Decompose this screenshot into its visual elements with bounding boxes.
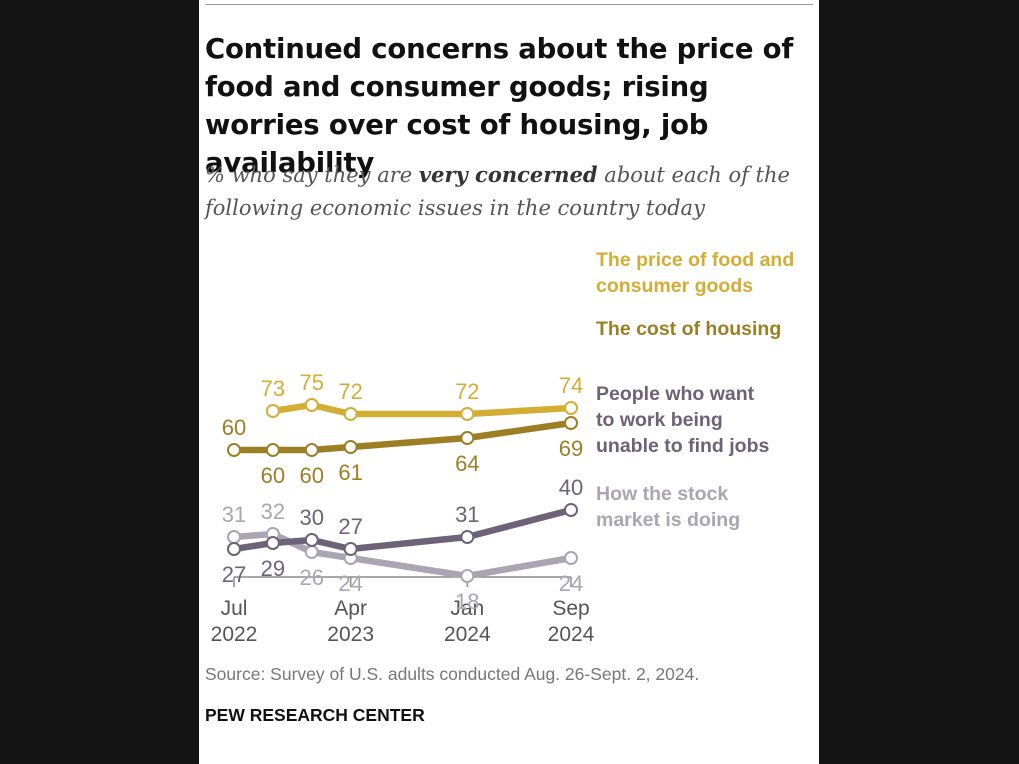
chart-title: Continued concerns about the price of fo… xyxy=(205,33,794,179)
data-point-how-the-stock-market-is-doing-2024-09 xyxy=(564,551,578,565)
data-label-how-the-stock-market-is-doing-2023-01: 26 xyxy=(300,565,324,590)
x-tick-label-2022-07: Jul xyxy=(221,597,248,620)
top-rule xyxy=(205,4,813,5)
chart-card: Continued concerns about the price of fo… xyxy=(199,0,819,764)
series-label-line-people-who-want-to-work-being-unable-to-find-jobs-1: to work being xyxy=(596,409,723,431)
data-label-the-price-of-food-and-consumer-goods-2022-10: 73 xyxy=(261,376,285,401)
data-label-people-who-want-to-work-being-unable-to-find-jobs-2022-07: 27 xyxy=(222,562,246,587)
line-chart: Jul 2022 Apr 2023 Jan 2024 Sep 2024 31 32 26 24 18 24… xyxy=(211,249,795,646)
subtitle-emphasis: very concerned xyxy=(418,162,598,187)
data-label-how-the-stock-market-is-doing-2024-09: 24 xyxy=(559,571,583,596)
series-label-line-the-price-of-food-and-consumer-goods-1: consumer goods xyxy=(596,275,753,297)
series-line-the-cost-of-housing xyxy=(230,419,575,454)
data-point-the-price-of-food-and-consumer-goods-2024-01 xyxy=(460,407,475,421)
data-label-how-the-stock-market-is-doing-2024-01: 18 xyxy=(455,589,479,614)
data-label-people-who-want-to-work-being-unable-to-find-jobs-2024-01: 31 xyxy=(455,502,479,527)
data-point-the-cost-of-housing-2024-01 xyxy=(460,431,475,445)
data-point-the-cost-of-housing-2022-07 xyxy=(227,443,241,457)
data-point-the-price-of-food-and-consumer-goods-2022-10 xyxy=(265,404,280,418)
data-label-people-who-want-to-work-being-unable-to-find-jobs-2023-01: 30 xyxy=(300,505,324,530)
data-label-the-cost-of-housing-2023-04: 61 xyxy=(338,460,362,485)
data-label-people-who-want-to-work-being-unable-to-find-jobs-2022-10: 29 xyxy=(261,556,285,581)
data-point-the-cost-of-housing-2022-10 xyxy=(265,443,280,457)
series-label-how-the-stock-market-is-doing: How the stock market is doing xyxy=(596,483,740,531)
data-label-people-who-want-to-work-being-unable-to-find-jobs-2024-09: 40 xyxy=(559,475,583,500)
data-label-the-price-of-food-and-consumer-goods-2023-01: 75 xyxy=(300,370,324,395)
series-label-line-the-price-of-food-and-consumer-goods-0: The price of food and xyxy=(596,249,794,271)
data-point-how-the-stock-market-is-doing-2022-07 xyxy=(227,530,241,544)
x-tick-label-year-2023-04: 2023 xyxy=(327,623,374,646)
data-point-people-who-want-to-work-being-unable-to-find-jobs-2023-01 xyxy=(304,533,319,547)
data-point-the-cost-of-housing-2023-04 xyxy=(343,440,358,454)
data-label-the-price-of-food-and-consumer-goods-2024-09: 74 xyxy=(559,373,583,398)
series-label-line-people-who-want-to-work-being-unable-to-find-jobs-0: People who want xyxy=(596,383,755,405)
data-point-people-who-want-to-work-being-unable-to-find-jobs-2024-09 xyxy=(564,503,578,517)
data-point-the-price-of-food-and-consumer-goods-2023-04 xyxy=(343,407,358,421)
series-label-line-people-who-want-to-work-being-unable-to-find-jobs-2: unable to find jobs xyxy=(596,435,769,457)
data-label-how-the-stock-market-is-doing-2023-04: 24 xyxy=(338,571,362,596)
data-label-the-cost-of-housing-2022-07: 60 xyxy=(222,415,246,440)
data-point-people-who-want-to-work-being-unable-to-find-jobs-2022-07 xyxy=(227,542,241,556)
data-point-the-cost-of-housing-2024-09 xyxy=(564,416,578,430)
x-tick-label-2024-09: Sep xyxy=(552,597,589,620)
data-label-the-price-of-food-and-consumer-goods-2023-04: 72 xyxy=(338,379,362,404)
data-label-the-cost-of-housing-2022-10: 60 xyxy=(261,463,285,488)
series-label-line-the-cost-of-housing-0: The cost of housing xyxy=(596,318,781,340)
data-point-people-who-want-to-work-being-unable-to-find-jobs-2022-10 xyxy=(265,536,280,550)
data-label-the-cost-of-housing-2024-01: 64 xyxy=(455,451,479,476)
data-point-how-the-stock-market-is-doing-2024-01 xyxy=(460,569,475,583)
data-point-how-the-stock-market-is-doing-2023-01 xyxy=(304,545,319,559)
x-tick-label-2023-04: Apr xyxy=(334,597,367,620)
series-label-the-price-of-food-and-consumer-goods: The price of food and consumer goods xyxy=(596,249,794,297)
data-label-people-who-want-to-work-being-unable-to-find-jobs-2023-04: 27 xyxy=(338,514,362,539)
data-label-the-price-of-food-and-consumer-goods-2024-01: 72 xyxy=(455,379,479,404)
data-point-people-who-want-to-work-being-unable-to-find-jobs-2024-01 xyxy=(460,530,475,544)
series-label-line-how-the-stock-market-is-doing-1: market is doing xyxy=(596,509,740,531)
subtitle-prefix: % who say they are xyxy=(205,163,419,187)
data-point-the-price-of-food-and-consumer-goods-2024-09 xyxy=(564,401,578,415)
data-point-people-who-want-to-work-being-unable-to-find-jobs-2023-04 xyxy=(343,542,358,556)
data-label-how-the-stock-market-is-doing-2022-10: 32 xyxy=(261,499,285,524)
data-point-the-price-of-food-and-consumer-goods-2023-01 xyxy=(304,398,319,412)
x-tick-label-year-2024-09: 2024 xyxy=(548,623,595,646)
source-note: Source: Survey of U.S. adults conducted … xyxy=(205,664,700,684)
subtitle-suffix: about each of the following economic iss… xyxy=(205,163,790,220)
x-tick-label-year-2024-01: 2024 xyxy=(444,623,491,646)
x-tick-label-year-2022-07: 2022 xyxy=(211,623,258,646)
chart-subtitle: % who say they are very concerned about … xyxy=(205,158,815,225)
data-label-the-cost-of-housing-2024-09: 69 xyxy=(559,436,583,461)
series-label-the-cost-of-housing: The cost of housing xyxy=(596,318,781,340)
data-point-the-cost-of-housing-2023-01 xyxy=(304,443,319,457)
x-tick-label-2024-01: Jan xyxy=(450,597,484,620)
data-label-how-the-stock-market-is-doing-2022-07: 31 xyxy=(222,502,246,527)
series-label-people-who-want-to-work-being-unable-to-find-jobs: People who want to work being unable to fi… xyxy=(596,383,769,457)
brand-logo-text: PEW RESEARCH CENTER xyxy=(205,705,425,725)
data-label-the-cost-of-housing-2023-01: 60 xyxy=(300,463,324,488)
series-label-line-how-the-stock-market-is-doing-0: How the stock xyxy=(596,483,728,505)
